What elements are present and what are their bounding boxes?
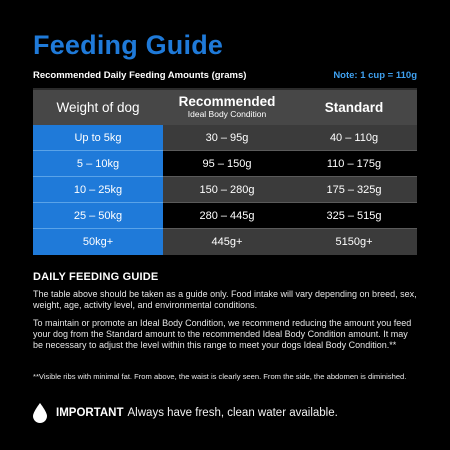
weight-cell: 50kg+ — [33, 229, 163, 255]
header-weight: Weight of dog — [56, 100, 140, 115]
important-label: IMPORTANT — [56, 407, 124, 419]
header-recommended: Recommended Ideal Body Condition — [163, 93, 291, 121]
recommended-cell: 30 – 95g — [163, 125, 291, 151]
guide-heading: DAILY FEEDING GUIDE — [33, 271, 159, 283]
table-row: 50kg+ 445g+ 5150g+ — [33, 229, 417, 255]
page-title: Feeding Guide — [33, 30, 224, 60]
recommended-cell: 445g+ — [163, 229, 291, 255]
standard-cell: 40 – 110g — [291, 125, 417, 151]
table-row: Up to 5kg 30 – 95g 40 – 110g — [33, 125, 417, 151]
table-subtitle: Recommended Daily Feeding Amounts (grams… — [33, 70, 247, 81]
table-row: 10 – 25kg 150 – 280g 175 – 325g — [33, 177, 417, 203]
table-header: Weight of dog Recommended Ideal Body Con… — [33, 88, 417, 125]
weight-cell: 5 – 10kg — [33, 151, 163, 177]
weight-cell: 25 – 50kg — [33, 203, 163, 229]
important-notice: IMPORTANT Always have fresh, clean water… — [33, 403, 338, 423]
water-drop-icon — [33, 403, 47, 423]
cup-conversion-note: Note: 1 cup = 110g — [333, 70, 417, 81]
standard-cell: 5150g+ — [291, 229, 417, 255]
guide-footnote: **Visible ribs with minimal fat. From ab… — [33, 372, 407, 381]
standard-cell: 175 – 325g — [291, 177, 417, 203]
table-row: 5 – 10kg 95 – 150g 110 – 175g — [33, 151, 417, 177]
feeding-table: Weight of dog Recommended Ideal Body Con… — [33, 88, 417, 255]
header-standard: Standard — [324, 100, 384, 115]
guide-paragraph: To maintain or promote an Ideal Body Con… — [33, 318, 412, 350]
weight-cell: Up to 5kg — [33, 125, 163, 151]
standard-cell: 325 – 515g — [291, 203, 417, 229]
important-text: Always have fresh, clean water available… — [127, 407, 338, 419]
guide-paragraph: The table above should be taken as a gui… — [33, 289, 417, 310]
recommended-cell: 95 – 150g — [163, 151, 291, 177]
table-row: 25 – 50kg 280 – 445g 325 – 515g — [33, 203, 417, 229]
recommended-cell: 280 – 445g — [163, 203, 291, 229]
header-recommended-label: Recommended — [178, 93, 276, 109]
standard-cell: 110 – 175g — [291, 151, 417, 177]
header-recommended-sublabel: Ideal Body Condition — [187, 108, 267, 119]
weight-cell: 10 – 25kg — [33, 177, 163, 203]
subtitle-row: Recommended Daily Feeding Amounts (grams… — [33, 70, 417, 81]
recommended-cell: 150 – 280g — [163, 177, 291, 203]
